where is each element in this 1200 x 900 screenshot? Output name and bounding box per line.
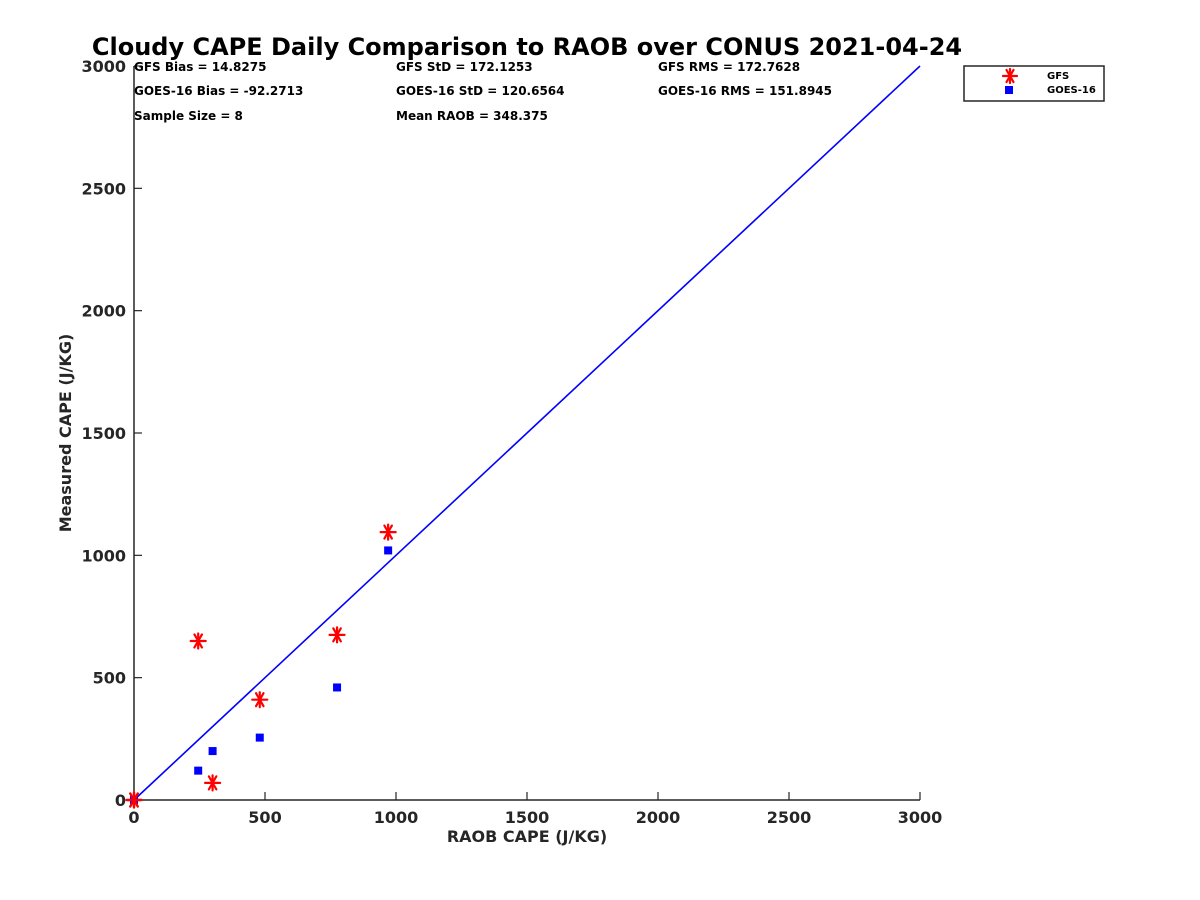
y-axis-label: Measured CAPE (J/KG)	[56, 334, 75, 533]
y-tick-label: 2500	[81, 179, 126, 198]
chart-title: Cloudy CAPE Daily Comparison to RAOB ove…	[92, 33, 962, 61]
gfs-point	[189, 632, 207, 650]
legend-box	[963, 65, 1105, 102]
y-tick-label: 3000	[81, 57, 126, 76]
y-tick-label: 0	[115, 791, 126, 810]
x-tick-label: 1000	[374, 808, 419, 827]
goes16-point	[384, 546, 393, 555]
x-axis-label: RAOB CAPE (J/KG)	[447, 827, 607, 846]
y-tick-label: 1000	[81, 546, 126, 565]
legend-gfs-asterisk	[1001, 67, 1019, 85]
gfs-point	[328, 626, 346, 644]
legend-goes16-label: GOES-16	[1047, 85, 1096, 96]
stat-sample-size: Sample Size = 8	[134, 109, 243, 123]
reference-line-group	[133, 65, 921, 801]
gfs-point	[379, 523, 397, 541]
goes16-point	[194, 766, 203, 775]
stat-goes-std: GOES-16 StD = 120.6564	[396, 84, 565, 98]
y-tick-label: 1500	[81, 424, 126, 443]
x-tick-label: 0	[128, 808, 139, 827]
legend: GFS GOES-16	[963, 65, 1105, 102]
legend-gfs-marker-icon	[1001, 67, 1019, 85]
legend-goes16-marker-icon	[1005, 86, 1013, 94]
x-tick-label: 500	[248, 808, 281, 827]
stat-gfs-rms: GFS RMS = 172.7628	[658, 60, 800, 74]
one-to-one-line	[133, 65, 921, 801]
legend-goes16-square	[1005, 86, 1013, 94]
data-points	[125, 523, 397, 809]
axes: 0 500 1000 1500 2000 2500 3000 0 500 1000 1500 2000…	[81, 57, 942, 827]
y-tick-label: 2000	[81, 302, 126, 321]
goes16-point	[208, 747, 217, 756]
goes16-point	[333, 683, 342, 692]
legend-gfs-label: GFS	[1047, 71, 1069, 82]
x-tick-label: 1500	[505, 808, 550, 827]
stat-gfs-bias: GFS Bias = 14.8275	[134, 60, 266, 74]
x-tick-label: 2000	[636, 808, 681, 827]
gfs-point	[125, 791, 143, 809]
x-tick-label: 3000	[898, 808, 943, 827]
gfs-point	[204, 774, 222, 792]
stat-mean-raob: Mean RAOB = 348.375	[396, 109, 548, 123]
stat-goes-bias: GOES-16 Bias = -92.2713	[134, 84, 303, 98]
gfs-point	[251, 691, 269, 709]
goes16-point	[255, 733, 264, 742]
stats-block: GFS Bias = 14.8275 GFS StD = 172.1253 GF…	[134, 60, 832, 123]
y-tick-label: 500	[93, 669, 126, 688]
stat-goes-rms: GOES-16 RMS = 151.8945	[658, 84, 832, 98]
stat-gfs-std: GFS StD = 172.1253	[396, 60, 533, 74]
x-tick-label: 2500	[767, 808, 812, 827]
